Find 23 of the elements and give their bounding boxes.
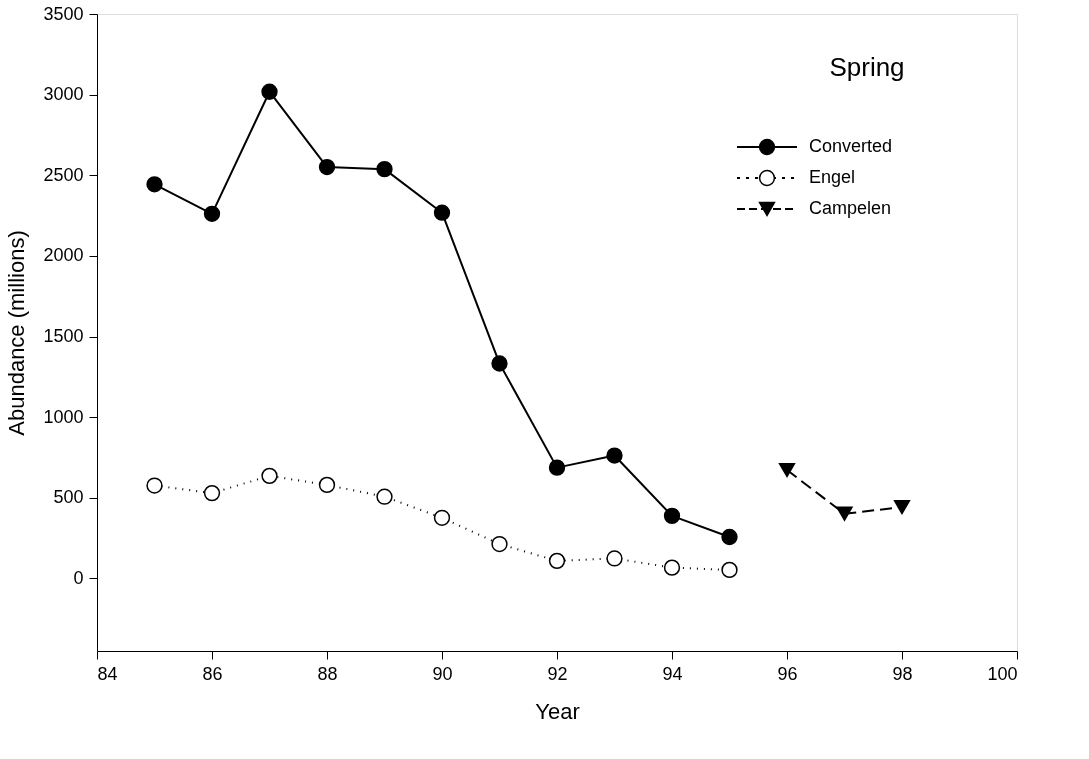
- y-tick-label: 1000: [43, 406, 84, 427]
- y-tick-label: 500: [53, 487, 84, 508]
- x-tick-label: 94: [662, 663, 683, 684]
- y-tick-label: 0: [73, 567, 84, 588]
- legend-label: Converted: [809, 136, 893, 156]
- x-tick-label: 96: [777, 663, 798, 684]
- y-tick-label: 2500: [43, 164, 84, 185]
- x-tick-label: 92: [547, 663, 568, 684]
- x-tick-label: 90: [432, 663, 453, 684]
- x-tick-label: 98: [892, 663, 913, 684]
- x-tick-label: 88: [317, 663, 338, 684]
- x-tick-label: 100: [987, 663, 1018, 684]
- y-axis-title: Abundance (millions): [4, 230, 30, 436]
- y-tick-label: 2000: [43, 245, 84, 266]
- x-axis-title: Year: [535, 698, 580, 724]
- x-tick-label: 86: [202, 663, 223, 684]
- legend-label: Engel: [809, 167, 856, 187]
- y-tick-label: 3500: [43, 3, 84, 24]
- y-tick-label: 1500: [43, 326, 84, 347]
- annotation: Spring: [829, 52, 905, 82]
- y-tick-label: 3000: [43, 84, 84, 105]
- legend-label: Campelen: [809, 198, 892, 218]
- x-tick-label: 84: [97, 663, 118, 684]
